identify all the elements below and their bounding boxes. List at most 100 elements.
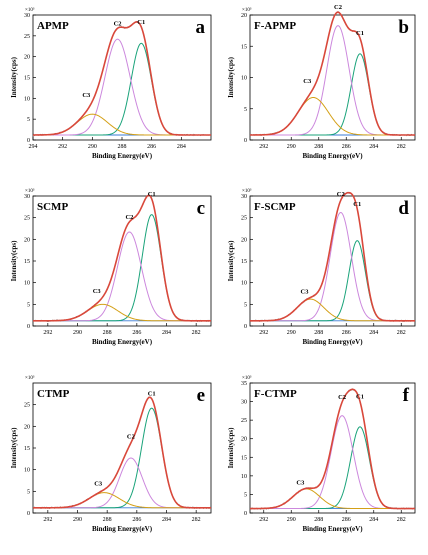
peak-label-c1: C1: [353, 201, 361, 208]
x-tick-label: 290: [73, 330, 82, 336]
y-tick-label: 5: [244, 302, 247, 308]
x-tick-label: 294: [29, 144, 38, 150]
y-axis-title: Intensity(cps): [227, 56, 235, 98]
peak-c3-curve: [250, 488, 415, 510]
peak-label-c1: C1: [356, 30, 364, 37]
xps-panel-f: 292 290 288 286 284 282 0 5 10 15 20 25 30 35×10³ Bind…: [227, 375, 416, 533]
x-axis-title: Binding Energy(eV): [92, 152, 153, 160]
y-axis-title: Intensity(cps): [10, 56, 18, 98]
y-tick-label: 20: [241, 237, 247, 243]
y-tick-label: 5: [244, 107, 247, 113]
x-tick-label: 290: [287, 144, 296, 150]
peak-c1-curve: [250, 240, 415, 322]
peak-label-c1: C1: [356, 393, 364, 400]
y-tick-label: 30: [24, 13, 30, 19]
plot-frame: [249, 382, 416, 514]
panel-name: F-APMP: [254, 20, 296, 32]
peak-label-c1: C1: [137, 19, 145, 26]
x-axis-title: Binding Energy(eV): [92, 338, 153, 346]
y-tick-label: 5: [27, 489, 30, 495]
xps-panel-d: 292 290 288 286 284 282 0 5 10 15 20 25 30×10³ Bindin…: [227, 188, 416, 346]
x-tick-label: 292: [43, 330, 52, 336]
x-tick-label: 292: [58, 144, 67, 150]
peak-c2-curve: [33, 231, 211, 322]
y-tick-label: 10: [24, 281, 30, 287]
y-tick-label: 25: [241, 418, 247, 424]
peak-c3-curve: [33, 492, 211, 509]
y-tick-label: 5: [244, 492, 247, 498]
panel-letter: c: [197, 198, 205, 219]
y-tick-label: 20: [24, 55, 30, 61]
x-tick-label: 284: [369, 144, 378, 150]
peak-c3-curve: [250, 96, 415, 136]
x-tick-label: 292: [259, 517, 268, 523]
raw-spectrum-curve: [249, 388, 416, 510]
panel-letter: d: [398, 198, 409, 219]
peak-c3-curve: [33, 303, 211, 322]
peak-label-c3: C3: [301, 288, 310, 295]
y-axis-title: Intensity(cps): [10, 427, 18, 469]
x-tick-label: 282: [397, 330, 406, 336]
peak-c2-curve: [250, 211, 415, 322]
x-tick-label: 288: [103, 517, 112, 523]
x-tick-label: 282: [192, 517, 201, 523]
y-tick-label: 15: [24, 76, 30, 82]
y-tick-label: 0: [244, 511, 247, 517]
plot-frame: [249, 14, 416, 141]
y-tick-label: 20: [241, 13, 247, 19]
y-tick-label: 0: [27, 324, 30, 330]
peak-label-c1: C1: [148, 391, 156, 398]
peak-c1-curve: [33, 407, 211, 509]
y-axis-title: Intensity(cps): [10, 240, 18, 282]
panel-name: F-CTMP: [254, 388, 297, 400]
x-tick-label: 282: [192, 330, 201, 336]
y-tick-label: 25: [241, 216, 247, 222]
y-exponent-label: ×10³: [242, 188, 252, 194]
envelope-fit-curve: [33, 194, 211, 322]
peak-label-c1: C1: [148, 191, 156, 198]
y-exponent-label: ×10³: [25, 188, 35, 194]
peak-c1-curve: [250, 53, 415, 136]
peak-label-c3: C3: [303, 78, 312, 85]
panel-name: F-SCMP: [254, 201, 296, 213]
raw-spectrum-curve: [32, 21, 212, 137]
y-exponent-label: ×10³: [242, 375, 252, 381]
y-tick-label: 15: [241, 259, 247, 265]
envelope-fit-curve: [250, 11, 415, 136]
y-tick-label: 0: [27, 511, 30, 517]
y-tick-label: 10: [24, 96, 30, 102]
xps-panel-c: 292 290 288 286 284 282 0 5 10 15 20 25 30×10³ Bindin…: [10, 188, 212, 346]
raw-spectrum-curve: [32, 396, 212, 510]
x-tick-label: 282: [397, 144, 406, 150]
x-tick-label: 284: [162, 330, 171, 336]
x-tick-label: 290: [287, 517, 296, 523]
y-tick-label: 30: [241, 194, 247, 200]
y-axis-title: Intensity(cps): [227, 240, 235, 282]
y-tick-label: 5: [27, 302, 30, 308]
x-tick-label: 292: [259, 144, 268, 150]
peak-label-c2: C2: [334, 4, 342, 11]
y-tick-label: 25: [24, 403, 30, 409]
envelope-fit-curve: [250, 191, 415, 322]
peak-label-c2: C2: [338, 394, 346, 401]
y-axis-title: Intensity(cps): [227, 427, 235, 469]
x-axis-title: Binding Energy(eV): [302, 338, 363, 346]
x-tick-label: 284: [162, 517, 171, 523]
plot-frame: [32, 382, 212, 514]
panel-letter: a: [196, 17, 206, 38]
y-tick-label: 25: [24, 34, 30, 40]
y-exponent-label: ×10³: [242, 7, 252, 13]
peak-c3-curve: [250, 298, 415, 322]
y-tick-label: 35: [241, 381, 247, 387]
y-tick-label: 25: [24, 216, 30, 222]
x-tick-label: 288: [314, 517, 323, 523]
envelope-fit-curve: [33, 396, 211, 509]
y-tick-label: 10: [241, 76, 247, 82]
panel-letter: f: [403, 385, 410, 406]
x-tick-label: 290: [73, 517, 82, 523]
x-tick-label: 282: [397, 517, 406, 523]
y-exponent-label: ×10³: [25, 7, 35, 13]
panel-letter: b: [398, 17, 409, 38]
y-tick-label: 0: [27, 138, 30, 144]
